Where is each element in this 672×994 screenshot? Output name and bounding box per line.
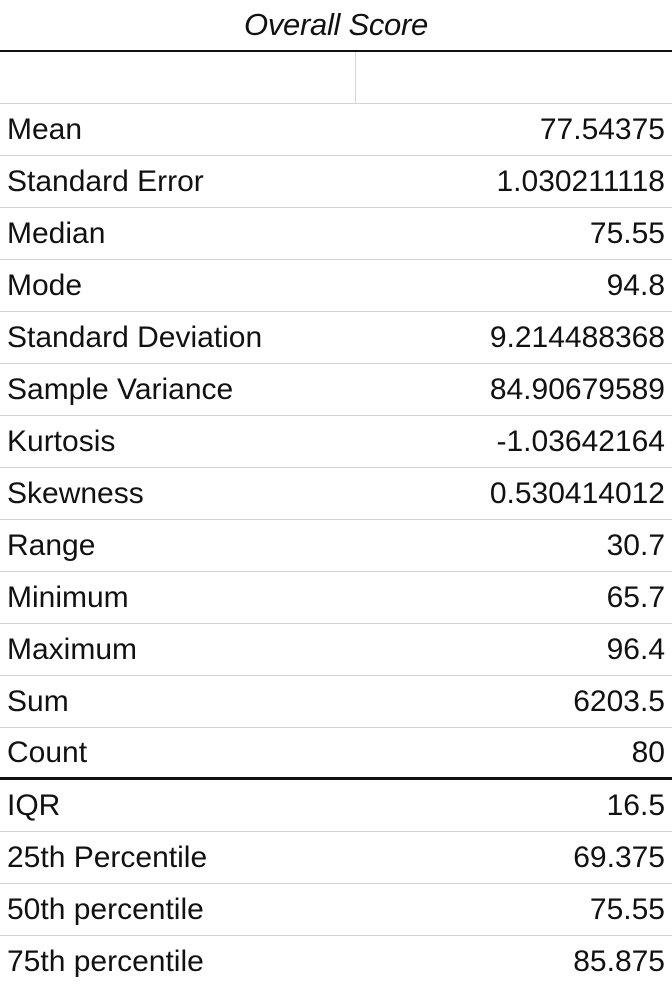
stat-value-25th-percentile: 69.375 (573, 840, 665, 874)
table-title: Overall Score (0, 0, 672, 52)
table-row[interactable]: Skewness 0.530414012 (0, 468, 672, 520)
stat-label-kurtosis: Kurtosis (7, 424, 116, 458)
stat-label-mean: Mean (7, 112, 83, 146)
table-row[interactable]: Median 75.55 (0, 208, 672, 260)
stat-value-median: 75.55 (589, 216, 665, 250)
table-row[interactable]: Sample Variance 84.90679589 (0, 364, 672, 416)
table-row[interactable]: Kurtosis -1.03642164 (0, 416, 672, 468)
stat-value-minimum: 65.7 (606, 580, 665, 614)
blank-cell-label[interactable] (0, 52, 356, 103)
stat-value-range: 30.7 (606, 528, 665, 562)
stat-label-75th-percentile: 75th percentile (7, 945, 204, 978)
stat-label-range: Range (7, 528, 96, 562)
table-row[interactable]: Mean 77.54375 (0, 104, 672, 156)
stat-value-mean: 77.54375 (539, 112, 665, 146)
stat-value-50th-percentile: 75.55 (589, 892, 665, 926)
table-row[interactable]: Mode 94.8 (0, 260, 672, 312)
stat-label-25th-percentile: 25th Percentile (7, 840, 208, 874)
stat-label-minimum: Minimum (7, 580, 129, 614)
stat-value-standard-error: 1.030211118 (496, 164, 665, 198)
table-row[interactable]: Sum 6203.5 (0, 676, 672, 728)
stat-label-count: Count (7, 735, 88, 769)
table-row[interactable]: Range 30.7 (0, 520, 672, 572)
stat-value-standard-deviation: 9.214488368 (489, 320, 665, 354)
stat-label-standard-deviation: Standard Deviation (7, 320, 263, 354)
stat-label-standard-error: Standard Error (7, 164, 204, 198)
table-row[interactable]: IQR 16.5 (0, 780, 672, 832)
table-row[interactable]: 25th Percentile 69.375 (0, 832, 672, 884)
stat-value-kurtosis: -1.03642164 (496, 424, 666, 458)
stat-value-75th-percentile: 85.875 (573, 945, 665, 978)
blank-cell-value[interactable] (356, 52, 672, 103)
table-row[interactable]: Count 80 (0, 728, 672, 780)
stat-value-sum: 6203.5 (573, 684, 665, 718)
table-row[interactable]: Standard Deviation 9.214488368 (0, 312, 672, 364)
stat-label-sample-variance: Sample Variance (7, 372, 234, 406)
stat-label-mode: Mode (7, 268, 83, 302)
blank-row (0, 52, 672, 104)
table-row[interactable]: Maximum 96.4 (0, 624, 672, 676)
stat-label-maximum: Maximum (7, 632, 138, 666)
table-row[interactable]: 50th percentile 75.55 (0, 884, 672, 936)
stat-value-iqr: 16.5 (606, 788, 665, 822)
stat-value-skewness: 0.530414012 (489, 476, 665, 510)
stat-label-skewness: Skewness (7, 476, 144, 510)
stat-label-50th-percentile: 50th percentile (7, 892, 204, 926)
stat-label-median: Median (7, 216, 106, 250)
stat-value-count: 80 (631, 735, 665, 769)
stat-value-mode: 94.8 (606, 268, 665, 302)
stat-value-sample-variance: 84.90679589 (489, 372, 665, 406)
table-row[interactable]: 75th percentile 85.875 (0, 936, 672, 988)
stat-label-sum: Sum (7, 684, 69, 718)
stat-value-maximum: 96.4 (606, 632, 665, 666)
table-row[interactable]: Standard Error 1.030211118 (0, 156, 672, 208)
table-row[interactable]: Minimum 65.7 (0, 572, 672, 624)
stat-label-iqr: IQR (7, 788, 61, 822)
